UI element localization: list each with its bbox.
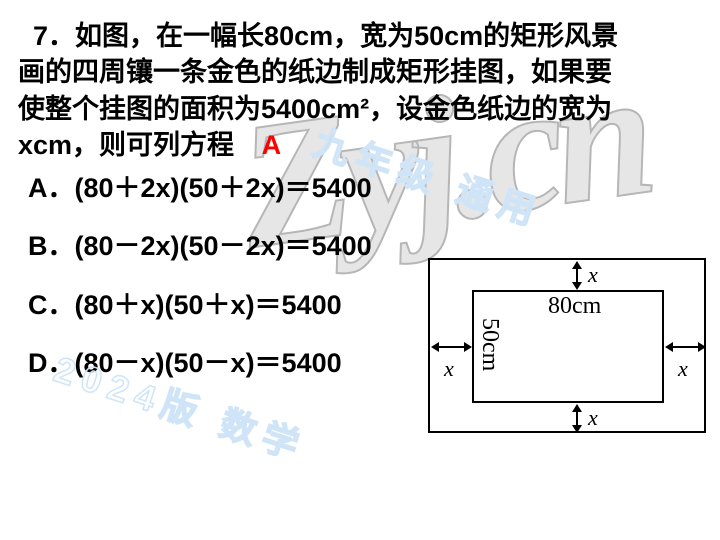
question-line3: 使整个挂图的面积为5400cm²，设金色纸边的宽为 <box>18 94 612 124</box>
diagram-outer-rect: 80cm 50cm x x x x <box>428 258 706 433</box>
label-x-top: x <box>588 262 598 288</box>
question-text: 7．如图，在一幅长80cm，宽为50cm的矩形风景 画的四周镶一条金色的纸边制成… <box>18 18 702 164</box>
label-x-right: x <box>678 356 688 382</box>
option-a: A．(80＋2x)(50＋2x)＝5400 <box>28 170 702 206</box>
question-line1: 如图，在一幅长80cm，宽为50cm的矩形风景 <box>75 21 618 51</box>
label-width: 80cm <box>548 293 601 320</box>
question-line2: 画的四周镶一条金色的纸边制成矩形挂图，如果要 <box>18 57 612 87</box>
question-number: 7． <box>18 21 75 51</box>
answer-letter: A <box>262 127 282 163</box>
arrow-bottom <box>570 404 584 433</box>
label-x-bottom: x <box>588 405 598 431</box>
label-height: 50cm <box>476 318 503 371</box>
arrow-right <box>665 340 706 354</box>
arrow-left <box>431 340 472 354</box>
question-line4: xcm，则可列方程 <box>18 130 234 160</box>
arrow-top <box>570 261 584 290</box>
label-x-left: x <box>444 356 454 382</box>
